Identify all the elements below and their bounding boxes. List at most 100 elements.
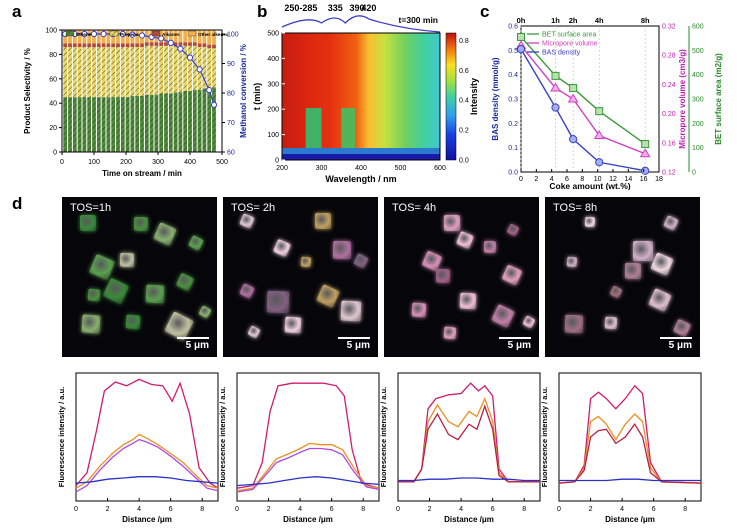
- bar-seg: [111, 47, 116, 98]
- x-tick-label: 600: [434, 165, 446, 172]
- y-axis-label: BAS density (mmol/g): [491, 57, 500, 140]
- bar-seg: [207, 88, 212, 152]
- crystal: [604, 316, 618, 330]
- series-line: [520, 48, 646, 172]
- x-tick-label: 0: [60, 159, 64, 166]
- crystal: [522, 315, 536, 329]
- bar-seg: [72, 47, 77, 98]
- x-axis-label: Distance /μm: [283, 515, 333, 524]
- profile-line: [75, 438, 219, 493]
- chart-a-selectivity: 0 100 200 300 400 50002040608010060708090100T…: [23, 28, 248, 179]
- y3-tick-label: 600: [692, 24, 704, 31]
- crystal: [411, 302, 427, 318]
- micrograph-label: TOS=1h: [70, 202, 112, 214]
- top-label: 8h: [641, 16, 650, 25]
- bar-seg: [207, 30, 212, 45]
- bar-seg: [168, 45, 173, 94]
- x-tick-label: 8: [522, 506, 526, 513]
- y3-tick-label: 400: [692, 72, 704, 79]
- crystal: [584, 216, 596, 228]
- bar-seg: [63, 43, 68, 48]
- heatmap-base: [282, 154, 440, 160]
- y-axis-label: Fluorescence intensity / a.u.: [540, 387, 549, 487]
- bar-seg: [178, 30, 183, 43]
- top-label: 0h: [517, 16, 526, 25]
- crystal: [332, 240, 352, 260]
- profile-line: [75, 378, 219, 489]
- x-tick-label: 2: [534, 176, 538, 183]
- bar-seg: [178, 92, 183, 152]
- x-tick-label: 0: [74, 506, 78, 513]
- y2-tick-label: 0.24: [662, 82, 676, 89]
- micrograph-label: TOS= 4h: [392, 202, 437, 214]
- bar-seg: [92, 43, 96, 48]
- band-label: 390: [350, 3, 365, 13]
- crystal: [119, 252, 135, 268]
- bar-seg: [173, 45, 178, 93]
- plot-frame: [558, 372, 702, 502]
- x-tick-label: 0: [557, 506, 561, 513]
- bar-seg: [130, 95, 135, 152]
- y3-tick-label: 300: [692, 97, 704, 104]
- y2-tick-label: 70: [227, 120, 235, 127]
- bar-seg: [164, 42, 168, 46]
- plot-frame: [75, 372, 219, 502]
- x-tick-label: 4: [620, 506, 624, 513]
- bar-seg: [92, 97, 96, 152]
- crystal: [490, 303, 516, 329]
- micrograph-1h: TOS=1h 5 μm: [62, 197, 217, 357]
- bar-seg: [154, 45, 159, 95]
- bar-seg: [197, 43, 202, 48]
- bar-seg: [63, 47, 68, 98]
- bar-seg: [192, 45, 197, 90]
- profile-line: [236, 447, 380, 493]
- panel-label-a: a: [12, 2, 22, 21]
- bar-seg: [82, 97, 87, 152]
- bar-seg: [120, 43, 125, 48]
- y-tick-label: 0.0: [508, 170, 518, 177]
- micropore-point: [550, 82, 561, 92]
- bar-seg: [202, 43, 207, 48]
- conversion-point: [206, 86, 213, 94]
- bar-seg: [168, 93, 173, 152]
- bar-seg: [82, 43, 87, 48]
- crystal: [435, 268, 451, 284]
- series-line: [520, 45, 646, 155]
- bar-seg: [144, 45, 149, 95]
- bar-seg: [159, 42, 164, 46]
- profile-line: [398, 396, 540, 483]
- crystal: [198, 305, 212, 319]
- bar-seg: [130, 47, 135, 96]
- crystal: [125, 314, 141, 330]
- crystal: [455, 230, 475, 250]
- legend-swatch: [65, 30, 75, 37]
- x-tick-label: 14: [624, 176, 632, 183]
- y-axis-label: Fluorescence intensity / a.u.: [218, 387, 227, 487]
- series-line: [520, 36, 646, 145]
- x-tick-label: 6: [565, 176, 569, 183]
- bar-seg: [159, 45, 164, 94]
- y-axis-label: Fluorescence intensity / a.u.: [379, 387, 388, 487]
- bar-seg: [183, 42, 188, 46]
- bet-point: [517, 32, 525, 41]
- plot-frame: [61, 29, 223, 153]
- bar-seg: [197, 30, 202, 44]
- top-label: 4h: [595, 16, 604, 25]
- legend-swatch: [151, 30, 161, 37]
- x-tick-label: 8: [683, 506, 687, 513]
- bar-seg: [96, 97, 101, 152]
- bar-seg: [116, 97, 120, 152]
- bar-seg: [68, 47, 72, 98]
- crystal: [340, 300, 362, 322]
- bas-point: [516, 45, 526, 54]
- profile-line: [398, 382, 540, 483]
- y3-axis-label: BET surface area (m2/g): [714, 53, 723, 145]
- crystal: [672, 318, 692, 338]
- profile-line: [236, 382, 380, 489]
- x-tick-label: 6: [169, 506, 173, 513]
- bar-seg: [202, 47, 207, 89]
- y-axis-label: Product Selectivity / %: [23, 48, 32, 134]
- micrograph-4h: TOS= 4h 5 μm: [384, 197, 539, 357]
- profile-line: [236, 476, 380, 487]
